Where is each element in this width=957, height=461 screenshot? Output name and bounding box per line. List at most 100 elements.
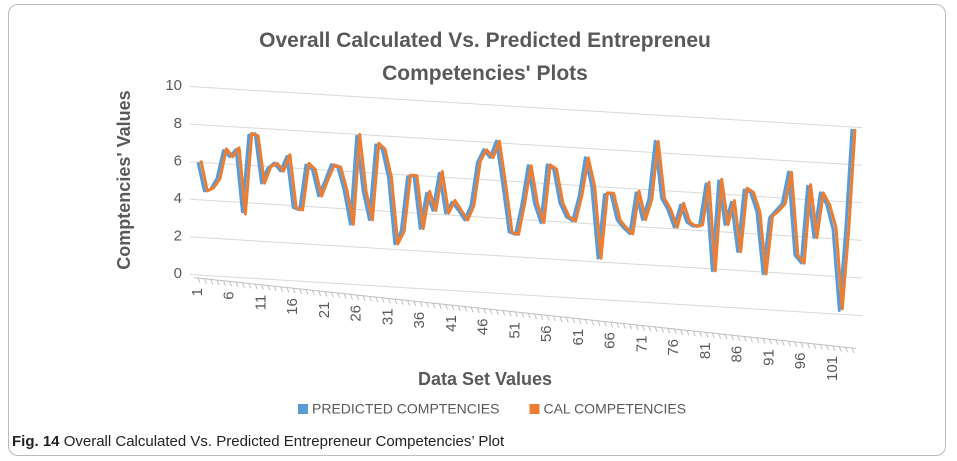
x-tick	[622, 323, 626, 329]
grid-line	[189, 123, 863, 166]
x-tick-label: 31	[379, 308, 396, 325]
x-tick	[457, 305, 461, 312]
x-tick	[222, 280, 226, 286]
x-tick	[807, 343, 811, 349]
x-tick	[299, 288, 303, 295]
grid-line	[189, 274, 863, 317]
x-tick-label: 11	[252, 295, 269, 311]
x-tick	[426, 302, 430, 308]
legend-swatch	[298, 404, 308, 414]
x-tick	[762, 338, 766, 344]
x-tick	[495, 309, 499, 316]
x-tick	[743, 336, 747, 342]
x-tick	[273, 285, 277, 292]
x-tick	[692, 330, 696, 337]
x-tick	[775, 339, 779, 346]
x-tick	[635, 324, 639, 331]
x-tick	[286, 287, 290, 293]
x-tick	[603, 321, 607, 327]
x-tick	[515, 311, 518, 318]
x-tick	[483, 308, 487, 314]
x-tick	[394, 298, 398, 305]
x-tick-label: 21	[316, 302, 333, 319]
x-tick	[591, 319, 595, 326]
x-tick-label: 66	[602, 332, 619, 349]
x-tick	[584, 319, 588, 325]
x-tick	[318, 290, 322, 297]
x-tick	[711, 332, 715, 339]
x-tick-label: 91	[760, 349, 777, 366]
x-tick-label: 56	[538, 325, 555, 342]
x-tick	[407, 300, 410, 306]
x-tick	[559, 316, 563, 322]
x-tick	[254, 283, 258, 290]
legend-label: PREDICTED COMPTENCIES	[312, 401, 499, 417]
x-tick	[445, 304, 449, 310]
x-tick	[661, 327, 664, 333]
x-tick	[388, 298, 391, 304]
x-tick	[267, 285, 271, 291]
x-tick	[667, 328, 671, 334]
x-tick	[832, 345, 836, 352]
frame	[8, 4, 946, 456]
x-tick	[686, 330, 690, 336]
x-tick	[381, 297, 385, 303]
x-tick-label: 61	[570, 329, 587, 346]
x-tick	[502, 310, 506, 316]
x-tick	[292, 288, 296, 294]
x-tick-label: 26	[348, 305, 365, 322]
chart-title: Overall Calculated Vs. Predicted Entrepr…	[259, 29, 711, 85]
caption-label: Fig. 14	[12, 433, 60, 450]
x-tick	[356, 294, 360, 301]
x-tick	[464, 306, 468, 312]
x-tick	[540, 314, 544, 320]
x-tick	[210, 279, 214, 285]
y-tick-label: 0	[174, 265, 182, 282]
x-tick	[546, 315, 550, 321]
grid-line	[189, 236, 863, 279]
x-tick-label: 16	[284, 298, 301, 315]
x-tick	[826, 345, 830, 351]
x-tick	[749, 336, 753, 343]
x-tick	[673, 328, 677, 335]
x-tick	[400, 299, 404, 305]
x-tick	[851, 347, 855, 354]
x-tick-label: 46	[475, 319, 492, 336]
x-tick	[432, 302, 436, 309]
x-tick	[261, 284, 264, 290]
x-tick-label: 81	[697, 342, 714, 359]
x-tick-label: 101	[824, 356, 841, 381]
y-tick-label: 10	[165, 77, 182, 94]
x-tick	[838, 346, 842, 352]
grid-line	[189, 86, 863, 129]
series-line	[196, 128, 854, 312]
x-axis	[193, 277, 857, 349]
x-tick	[845, 347, 849, 353]
x-tick	[705, 332, 709, 338]
x-tick	[654, 326, 658, 333]
x-tick	[375, 296, 379, 303]
x-tick	[521, 312, 525, 318]
x-tick	[781, 340, 785, 346]
x-tick	[235, 281, 239, 288]
x-tick	[629, 324, 633, 330]
y-axis-title: Comptencies' Values	[114, 90, 134, 269]
x-tick	[737, 335, 741, 341]
legend-swatch	[529, 404, 540, 414]
x-tick-label: 86	[729, 346, 746, 363]
x-tick	[197, 277, 201, 284]
x-tick	[470, 307, 474, 313]
x-tick	[699, 331, 703, 337]
x-tick	[800, 342, 804, 348]
x-tick	[413, 300, 417, 307]
x-tick-label: 6	[221, 291, 238, 299]
x-tick	[718, 333, 722, 339]
x-tick	[597, 320, 601, 327]
x-tick	[349, 294, 353, 300]
x-tick	[616, 322, 620, 329]
x-tick	[311, 290, 315, 296]
x-tick-label: 1	[189, 288, 206, 296]
y-tick-label: 2	[174, 228, 182, 245]
